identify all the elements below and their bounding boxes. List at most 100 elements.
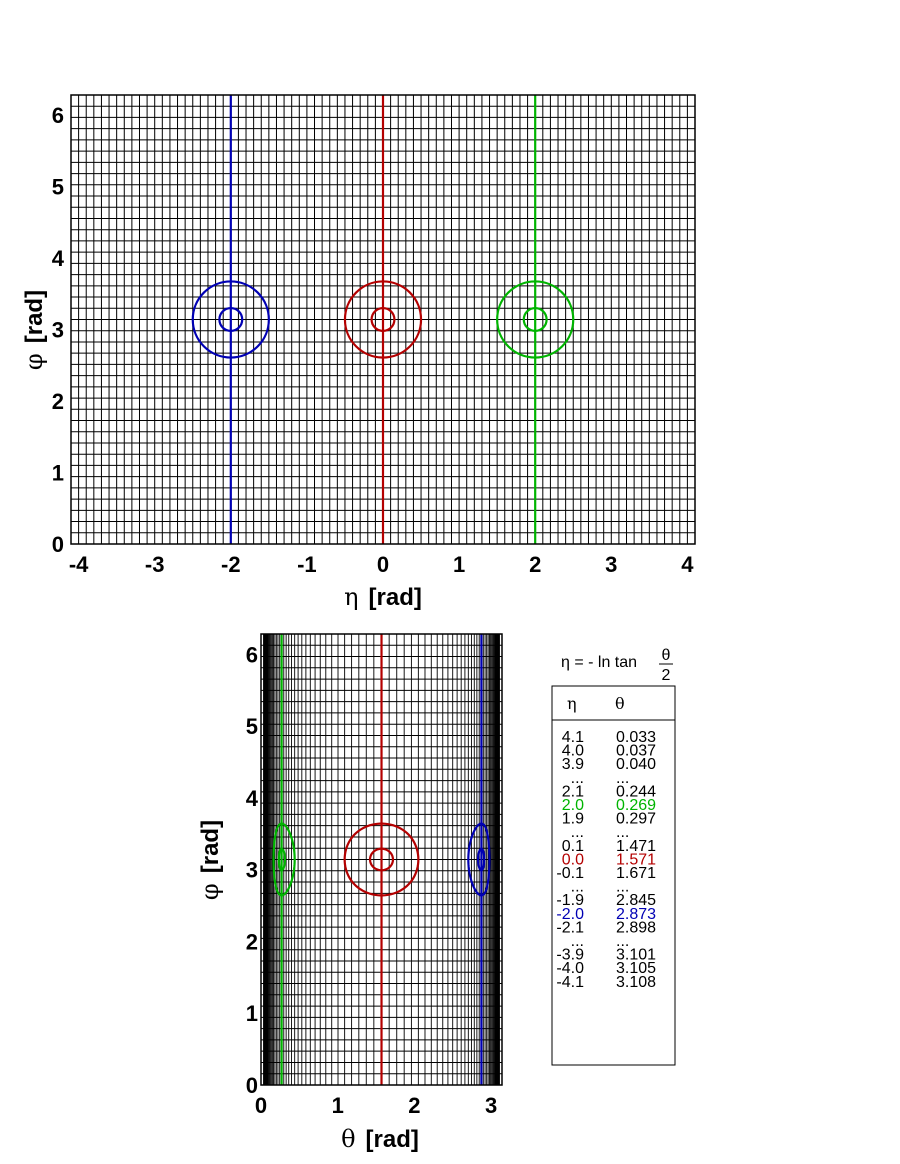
phi-tick-label: 6 — [52, 103, 64, 128]
table-cell-eta: -4.1 — [556, 974, 584, 991]
cone-inner-contour — [368, 847, 395, 872]
theta-tick-label: 3 — [485, 1093, 497, 1118]
phi-tick-label-bottom: 4 — [246, 786, 259, 811]
phi-axis-symbol-bottom: φ — [196, 883, 224, 900]
phi-tick-label-bottom: 2 — [246, 929, 258, 954]
table-cell-theta: 3.101 — [616, 947, 656, 964]
table-cell-theta: 0.269 — [616, 797, 656, 814]
table-cell-eta: 0.0 — [562, 851, 584, 868]
table-cell-theta: 3.105 — [616, 960, 656, 977]
table-header-theta: θ — [615, 694, 625, 713]
phi-tick-label: 4 — [52, 246, 65, 271]
table-cell-eta: -4.0 — [556, 960, 584, 977]
table-cell-eta: ... — [571, 879, 584, 896]
table-cell-theta: 1.671 — [616, 865, 656, 882]
phi-axis-unit-bottom: [rad] — [197, 820, 224, 873]
cone-outer-contour — [272, 822, 296, 897]
cone-outer-contour — [467, 822, 491, 897]
eta-tick-label: -2 — [221, 552, 241, 577]
table-cell-theta: 2.845 — [616, 892, 656, 909]
table-cell-theta: 3.108 — [616, 974, 656, 991]
table-cell-theta: ... — [616, 933, 629, 950]
eta-tick-label: 2 — [529, 552, 541, 577]
table-cell-eta: 4.1 — [562, 729, 584, 746]
theta-axis-unit: [rad] — [366, 1126, 419, 1153]
table-cell-eta: 1.9 — [562, 811, 584, 828]
cone-outer-circle — [496, 280, 575, 359]
table-frame — [551, 685, 676, 1066]
phi-axis-unit-top: [rad] — [21, 290, 48, 343]
eta-tick-label: -4 — [69, 552, 89, 577]
theta-phi-frame — [260, 633, 503, 1086]
eta-axis-tick-labels: -4 -3 -2 -1 0 1 2 3 4 — [69, 552, 694, 577]
phi-tick-label-bottom: 0 — [246, 1073, 258, 1098]
theta-axis-symbol: θ — [341, 1125, 355, 1153]
theta-phi-panel: 0 1 2 3 0 1 2 3 4 5 6 θ [rad] φ [rad] — [196, 633, 503, 1153]
table-cell-eta: 2.0 — [562, 797, 584, 814]
table-cell-theta: 2.873 — [616, 906, 656, 923]
formula-denominator: 2 — [662, 667, 671, 684]
cone-outer-circle — [343, 280, 423, 359]
table-cell-eta: -0.1 — [556, 865, 584, 882]
table-cell-eta: ... — [571, 824, 584, 841]
table-cell-eta: 3.9 — [562, 756, 584, 773]
eta-axis-symbol: η — [344, 583, 358, 611]
table-cell-eta: 0.1 — [562, 838, 584, 855]
theta-axis-title: θ [rad] — [341, 1125, 419, 1153]
table-cell-eta: -2.0 — [556, 906, 584, 923]
table-cell-theta: 0.033 — [616, 729, 656, 746]
phi-axis-title-bottom: φ [rad] — [196, 820, 224, 900]
phi-tick-label: 2 — [52, 389, 64, 414]
table-cell-eta: 4.0 — [562, 743, 584, 760]
phi-tick-label-bottom: 5 — [246, 714, 258, 739]
cone-inner-circle — [370, 306, 396, 333]
eta-formula: η = - ln tan θ 2 — [561, 647, 673, 684]
eta-tick-label: 1 — [453, 552, 465, 577]
table-cell-eta: -1.9 — [556, 892, 584, 909]
table-cell-theta: 0.037 — [616, 743, 656, 760]
phi-axis-tick-labels: 0 1 2 3 4 5 6 — [52, 103, 65, 557]
phi-tick-label: 1 — [52, 461, 64, 486]
cone-inner-circle — [522, 306, 548, 333]
cone-inner-circle — [218, 306, 244, 333]
formula-numerator: θ — [662, 647, 671, 664]
eta-tick-label: 4 — [681, 552, 694, 577]
cone-outer-contour — [343, 822, 420, 897]
cone-outer-circle — [191, 280, 270, 359]
eta-tick-label: 0 — [377, 552, 389, 577]
table-cell-eta: -3.9 — [556, 947, 584, 964]
eta-tick-label: -3 — [145, 552, 165, 577]
phi-tick-label-bottom: 3 — [246, 858, 258, 883]
theta-tick-label: 2 — [408, 1093, 420, 1118]
phi-axis-title-top: φ [rad] — [20, 290, 48, 370]
table-cell-theta: 0.040 — [616, 756, 656, 773]
theta-phi-series — [272, 634, 491, 1085]
phi-tick-label: 0 — [52, 532, 64, 557]
table-cell-theta: ... — [616, 824, 629, 841]
table-cell-theta: ... — [616, 770, 629, 787]
phi-tick-label: 3 — [52, 318, 64, 343]
table-cell-theta: 0.297 — [616, 811, 656, 828]
eta-tick-label: -1 — [297, 552, 317, 577]
formula-lhs: η = - ln tan — [561, 654, 637, 671]
table-cell-theta: 2.898 — [616, 919, 656, 936]
table-cell-theta: 1.471 — [616, 838, 656, 855]
theta-tick-label: 1 — [332, 1093, 344, 1118]
theta-axis-tick-labels: 0 1 2 3 — [255, 1093, 497, 1118]
table-cell-theta: ... — [616, 879, 629, 896]
table-header-eta: η — [567, 694, 577, 713]
eta-phi-series — [191, 95, 575, 544]
phi-tick-label: 5 — [52, 175, 64, 200]
cone-inner-contour — [277, 847, 287, 872]
eta-axis-title: η [rad] — [344, 583, 422, 611]
eta-tick-label: 3 — [605, 552, 617, 577]
eta-phi-frame — [70, 94, 696, 545]
eta-axis-unit: [rad] — [369, 584, 422, 611]
table-cell-eta: ... — [571, 770, 584, 787]
eta-phi-panel: -4 -3 -2 -1 0 1 2 3 4 0 1 2 3 4 5 6 η [rad] φ [rad] — [20, 94, 696, 611]
phi-axis-symbol-top: φ — [20, 353, 48, 370]
table-cell-theta: 0.244 — [616, 783, 656, 800]
